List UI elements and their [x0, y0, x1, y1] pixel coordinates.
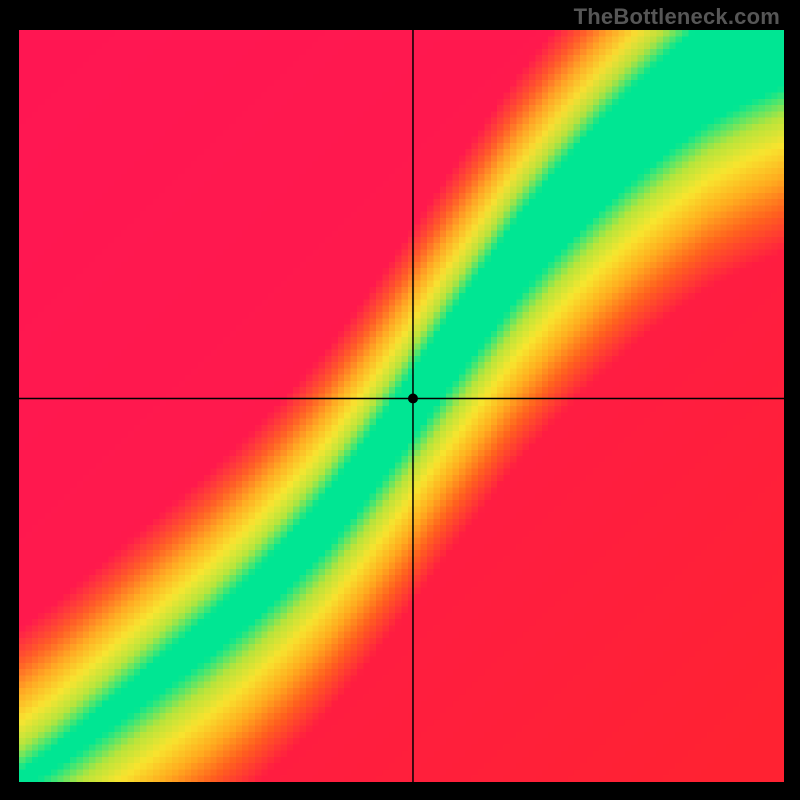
bottleneck-heatmap-chart: TheBottleneck.com [0, 0, 800, 800]
watermark-text: TheBottleneck.com [574, 4, 780, 30]
crosshair-overlay [19, 30, 784, 782]
data-point-marker [408, 394, 418, 404]
